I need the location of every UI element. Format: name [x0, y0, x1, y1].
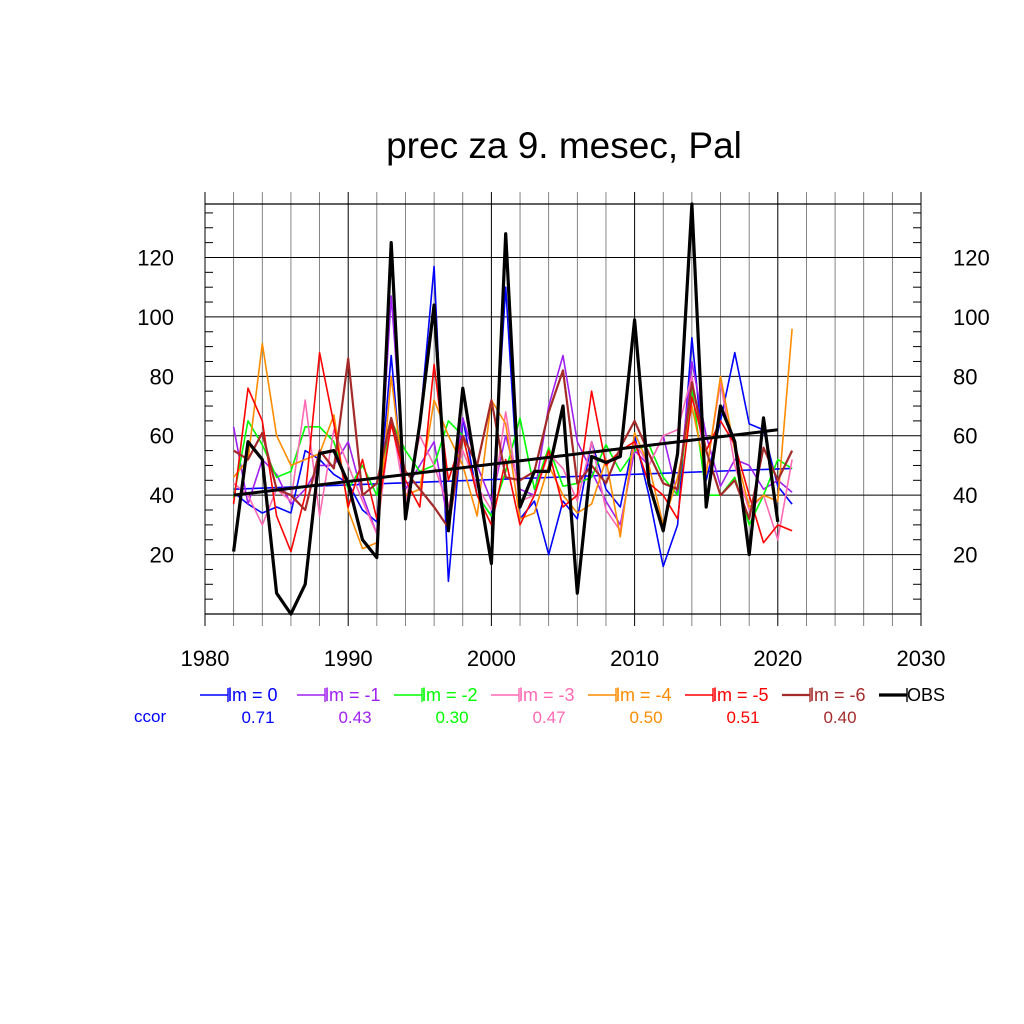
legend: lm = 0 0.71 lm = -1 0.43 lm = -2 0.30 lm = -3 0…	[134, 685, 945, 727]
y-tick-label-left: 40	[150, 483, 174, 508]
y-tick-label-right: 20	[953, 543, 977, 568]
y-tick-label-right: 120	[953, 245, 990, 270]
y-tick-label-left: 60	[150, 424, 174, 449]
x-tick-label: 2030	[897, 646, 946, 671]
legend-item-7: OBS	[879, 685, 945, 705]
legend-label: lm = -6	[810, 685, 866, 705]
plot-frame	[205, 203, 921, 615]
legend-item-4: lm = -4 0.50	[588, 685, 672, 727]
ccor-value: 0.51	[726, 708, 759, 727]
trend-line-7	[233, 428, 778, 497]
y-tick-label-right: 80	[953, 364, 977, 389]
ccor-label: ccor	[134, 707, 166, 726]
ccor-value: 0.50	[629, 708, 662, 727]
legend-item-3: lm = -3 0.47	[491, 685, 575, 727]
y-tick-label-right: 100	[953, 305, 990, 330]
legend-label: lm = -2	[422, 685, 478, 705]
ccor-value: 0.47	[532, 708, 565, 727]
series-lines	[232, 202, 794, 616]
x-tick-label: 2020	[753, 646, 802, 671]
legend-item-2: lm = -2 0.30	[394, 685, 478, 727]
x-tick-label: 1980	[181, 646, 230, 671]
ccor-value: 0.30	[435, 708, 468, 727]
legend-item-0: lm = 0 0.71	[200, 685, 278, 727]
y-tick-label-right: 40	[953, 483, 977, 508]
legend-item-6: lm = -6 0.40	[782, 685, 866, 727]
ccor-value: 0.40	[823, 708, 856, 727]
legend-item-5: lm = -5 0.51	[685, 685, 769, 727]
series-line-6	[233, 357, 794, 529]
legend-label: OBS	[907, 685, 945, 705]
legend-label: lm = -1	[325, 685, 381, 705]
chart-title: prec za 9. mesec, Pal	[386, 125, 742, 166]
y-tick-label-left: 120	[137, 245, 174, 270]
x-tick-label: 1990	[324, 646, 373, 671]
y-tick-label-right: 60	[953, 424, 977, 449]
legend-label: lm = -5	[713, 685, 769, 705]
ccor-value: 0.71	[241, 708, 274, 727]
legend-label: lm = 0	[228, 685, 278, 705]
legend-label: lm = -4	[616, 685, 672, 705]
legend-label: lm = -3	[519, 685, 575, 705]
series-line-0	[233, 265, 793, 583]
series-line-7	[232, 202, 780, 616]
x-tick-label: 2000	[467, 646, 516, 671]
legend-item-1: lm = -1 0.43	[297, 685, 381, 727]
ccor-value: 0.43	[338, 708, 371, 727]
x-tick-label: 2010	[610, 646, 659, 671]
y-tick-label-left: 100	[137, 305, 174, 330]
y-tick-label-left: 80	[150, 364, 174, 389]
y-tick-label-left: 20	[150, 543, 174, 568]
series-line-5	[232, 351, 793, 553]
